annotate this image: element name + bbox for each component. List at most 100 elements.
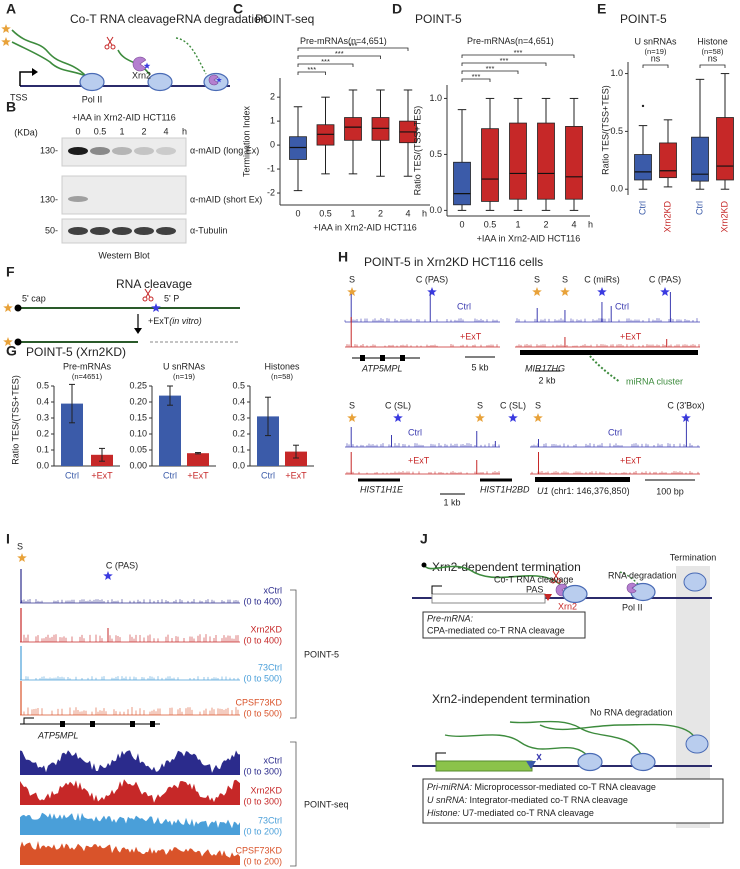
band bbox=[90, 227, 110, 235]
cap bbox=[421, 562, 427, 568]
rna-fragment bbox=[619, 571, 643, 591]
label: (0 to 400) bbox=[243, 635, 282, 645]
y-tick-label: 0.0 bbox=[36, 460, 49, 470]
label: POINT-seq bbox=[304, 799, 349, 809]
label: 130- bbox=[40, 194, 58, 204]
band bbox=[156, 147, 176, 155]
band bbox=[112, 227, 132, 235]
x-tick-label: 0 bbox=[295, 208, 300, 218]
scissors bbox=[144, 288, 151, 298]
exon bbox=[380, 355, 385, 361]
y-tick-label: -1 bbox=[267, 163, 275, 173]
band bbox=[90, 147, 110, 155]
label: Co-T RNA cleavage bbox=[70, 12, 176, 26]
star bbox=[560, 287, 570, 296]
bar bbox=[61, 403, 83, 466]
chart-title: POINT-5 bbox=[620, 12, 667, 26]
star bbox=[3, 337, 13, 346]
group-bracket bbox=[290, 741, 297, 867]
star bbox=[660, 287, 670, 296]
y-tick-label: -2 bbox=[267, 187, 275, 197]
y-tick-label: 0 bbox=[270, 139, 275, 149]
scissors bbox=[556, 578, 562, 584]
label: 100 bp bbox=[656, 486, 684, 496]
label: Xrn2 bbox=[558, 601, 577, 611]
box bbox=[659, 142, 677, 179]
shape bbox=[444, 734, 591, 759]
box bbox=[509, 122, 527, 200]
x-axis-label: +IAA in Xrn2-AID HCT116 bbox=[477, 233, 581, 243]
scissors bbox=[110, 44, 116, 50]
panel-label: B bbox=[6, 99, 16, 115]
chart-title: U snRNAs bbox=[163, 361, 206, 371]
site-label: C (miRs) bbox=[584, 274, 620, 284]
label-part: Histone: bbox=[427, 808, 461, 818]
panel-label: C bbox=[233, 1, 243, 17]
outlier bbox=[641, 104, 645, 108]
label: α-mAID (short Ex) bbox=[190, 194, 262, 204]
star bbox=[3, 303, 13, 312]
label-part: U1 bbox=[537, 486, 549, 496]
shape bbox=[11, 29, 87, 77]
y-tick-label: 1.0 bbox=[429, 93, 442, 103]
star bbox=[597, 287, 607, 296]
box bbox=[565, 126, 583, 200]
rna-fragment bbox=[175, 37, 207, 75]
significance: *** bbox=[486, 64, 495, 73]
panel-label: F bbox=[6, 264, 15, 280]
label: 73Ctrl bbox=[258, 815, 282, 825]
gene-label: HIST1H1E bbox=[360, 484, 404, 494]
label: (0 to 500) bbox=[243, 673, 282, 683]
label: POINT-5 (Xrn2KD) bbox=[26, 345, 126, 359]
label: TSS bbox=[10, 92, 28, 102]
y-tick-label: 0.4 bbox=[36, 396, 49, 406]
label: +ExT(in vitro) bbox=[148, 316, 202, 326]
star bbox=[216, 77, 222, 83]
significance: *** bbox=[514, 48, 523, 57]
label: U1 (chr1: 146,376,850) bbox=[537, 486, 630, 496]
significance: *** bbox=[500, 56, 509, 65]
label: 2 bbox=[141, 126, 146, 136]
label: POINT-5 in Xrn2KD HCT116 cells bbox=[364, 255, 543, 269]
significance: ns bbox=[708, 53, 718, 63]
label: Xrn2KD bbox=[250, 624, 282, 634]
gene-model bbox=[520, 350, 698, 355]
label: h bbox=[182, 126, 187, 136]
x-tick-label: 2 bbox=[378, 208, 383, 218]
panel-label: I bbox=[6, 531, 10, 547]
panel-label: G bbox=[6, 343, 17, 359]
note-box bbox=[422, 611, 586, 639]
gene-model bbox=[535, 477, 630, 482]
label: 50- bbox=[45, 225, 58, 235]
pol-ii bbox=[685, 734, 709, 754]
label: POINT-5 bbox=[304, 649, 339, 659]
label: xCtrl bbox=[264, 585, 283, 595]
box bbox=[537, 122, 555, 200]
label: 5' P bbox=[164, 293, 179, 303]
track-area bbox=[20, 841, 240, 865]
panel-label: H bbox=[338, 249, 348, 265]
label: RNA degradation bbox=[176, 12, 267, 26]
significance: *** bbox=[335, 49, 344, 58]
label: Ctrl bbox=[615, 301, 629, 311]
label: PAS bbox=[526, 584, 543, 594]
bracket bbox=[297, 55, 381, 59]
tss-arrow bbox=[435, 752, 446, 761]
band bbox=[156, 227, 176, 235]
y-axis-label: Ratio TES/(TSS+TES) bbox=[412, 106, 422, 196]
label: (n=19) bbox=[645, 47, 667, 56]
label: +ExT bbox=[408, 455, 430, 465]
label-part: (chr1: 146,376,850) bbox=[549, 486, 630, 496]
track-area bbox=[20, 750, 240, 775]
star bbox=[1, 24, 11, 33]
x-axis-label: +IAA in Xrn2-AID HCT116 bbox=[313, 222, 417, 232]
y-tick-label: 0.5 bbox=[429, 149, 442, 159]
label-part: (in vitro) bbox=[169, 316, 202, 326]
site-label: C (PAS) bbox=[649, 274, 681, 284]
y-tick-label: 0.0 bbox=[610, 184, 623, 194]
x-tick-label: +ExT bbox=[285, 470, 307, 480]
shape bbox=[11, 41, 87, 77]
label: (n=4651) bbox=[72, 372, 103, 381]
bracket bbox=[297, 63, 354, 67]
significance: *** bbox=[321, 57, 330, 66]
